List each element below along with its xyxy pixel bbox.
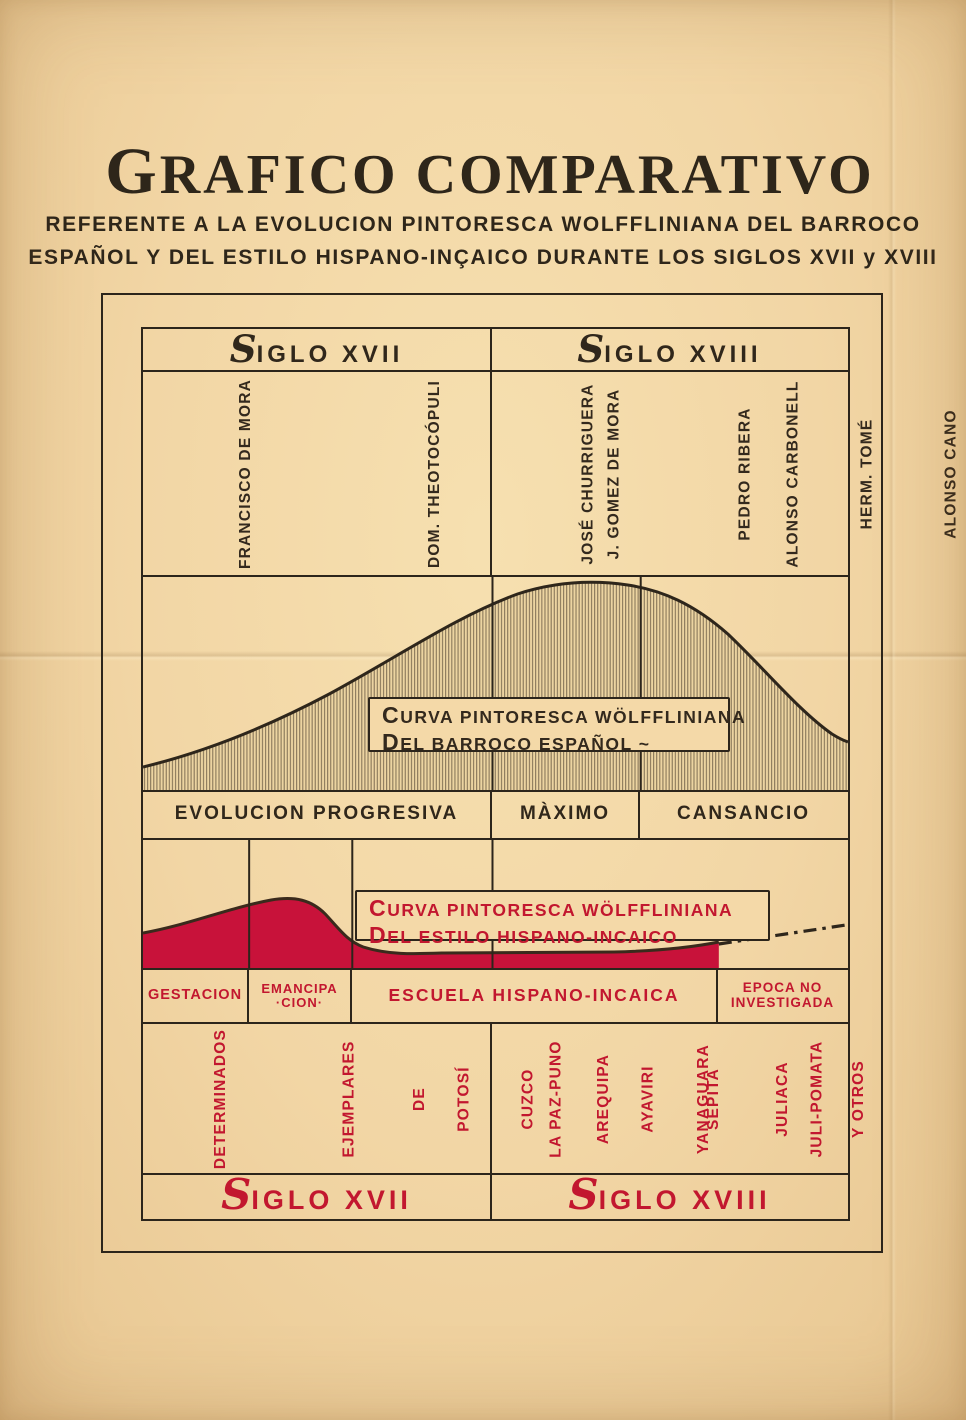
baroque-label-line-2: DEL BARROCO ESPAÑOL ~ — [382, 729, 651, 756]
phase-cell-maximo: MÀXIMO — [492, 792, 640, 838]
artist-column: JOSÉ CHURRIGUERA — [498, 372, 679, 575]
place-name: POTOSÍ — [455, 1065, 473, 1132]
place-column: POTOSÍ — [432, 1024, 497, 1173]
phase-label-escuela: ESCUELA HISPANO-INCAICA — [388, 985, 680, 1006]
place-name: Y OTROS — [850, 1059, 868, 1138]
place-name: AYAVIRI — [640, 1064, 658, 1133]
place-column: DETERMINADOS — [151, 1024, 291, 1173]
places-xviii-cell: LA PAZ-PUNO AYAVIRI SEPITA JULIACA Y OTR… — [492, 1024, 868, 1173]
page-title: GRAFICO COMPARATIVO — [105, 135, 875, 208]
incaico-curve-label-box: CURVA PINTORESCA WÖLFFLINIANA DEL ESTILO… — [355, 890, 770, 947]
artist-column: PEDRO RIBERA — [679, 372, 812, 575]
incaico-label-line-2: DEL ESTILO HISPANO-INCAICO — [369, 922, 678, 949]
phase-label-epoca-line2: INVESTIGADA — [730, 995, 835, 1010]
place-column: LA PAZ-PUNO — [498, 1024, 615, 1173]
place-name: SEPITA — [704, 1067, 722, 1130]
artist-name: JOSÉ CHURRIGUERA — [579, 382, 597, 565]
architects-xviii-cell: JOSÉ CHURRIGUERA PEDRO RIBERA HERM. TOMÉ… — [492, 372, 876, 575]
place-name: LA PAZ-PUNO — [547, 1039, 565, 1158]
artist-name: DOM. THEOTOCÓPULI — [426, 379, 444, 568]
artist-name: HERM. TOMÉ — [858, 418, 876, 529]
subtitle-line-2: ESPAÑOL Y DEL ESTILO HISPANO-INÇAICO DUR… — [28, 246, 938, 269]
phase-label-gestacion: GESTACION — [147, 987, 243, 1004]
header-cell-siglo-xviii: SIGLO XVIII — [492, 327, 847, 371]
chart-table: SIGLO XVII SIGLO XVIII FRANCISCO DE MORA… — [141, 327, 960, 1221]
century-footer-row: SIGLO XVII SIGLO XVIII — [143, 1170, 848, 1219]
incaico-curve-panel: CURVA PINTORESCA WÖLFFLINIANA DEL ESTILO… — [143, 840, 848, 970]
places-row: DETERMINADOS EJEMPLARES DE POTOSÍ CUZCO … — [143, 1024, 868, 1175]
siglo-xvii-footer-label: SIGLO XVII — [221, 1170, 412, 1219]
footer-cell-siglo-xvii: SIGLO XVII — [143, 1170, 492, 1219]
header-cell-siglo-xvii: SIGLO XVII — [143, 327, 492, 371]
incaico-curve-fill — [143, 898, 719, 968]
place-name: EJEMPLARES — [340, 1039, 358, 1158]
place-column: AYAVIRI — [615, 1024, 682, 1173]
unlabeled-area — [898, 1024, 966, 1173]
place-column: JULIACA — [745, 1024, 821, 1173]
baroque-curve-area — [143, 577, 848, 790]
place-column: EJEMPLARES — [291, 1024, 408, 1173]
baroque-label-line-1: CURVA PINTORESCA WÖLFFLINIANA — [382, 702, 747, 728]
architects-row: FRANCISCO DE MORA DOM. THEOTOCÓPULI J. G… — [143, 372, 960, 577]
place-name: DE — [411, 1086, 429, 1111]
phase-label-evolucion: EVOLUCION PROGRESIVA — [174, 803, 459, 824]
phase-label-epoca-line1: EPOCA NO — [742, 980, 823, 996]
incaico-label-line-1: CURVA PINTORESCA WÖLFFLINIANA — [369, 895, 734, 921]
artist-column: FRANCISCO DE MORA — [151, 372, 341, 575]
siglo-xvii-header-label: SIGLO XVII — [229, 327, 404, 371]
chart-outer-frame: SIGLO XVII SIGLO XVIII FRANCISCO DE MORA… — [101, 293, 960, 1253]
baroque-curve-fill — [143, 582, 848, 790]
place-name: DETERMINADOS — [212, 1028, 230, 1169]
baroque-curve-panel: CURVA PINTORESCA WÖLFFLINIANA DEL BARROC… — [143, 577, 848, 792]
century-header-row: SIGLO XVII SIGLO XVIII — [143, 327, 848, 372]
artist-name: FRANCISCO DE MORA — [237, 378, 255, 569]
siglo-xviii-header-label: SIGLO XVIII — [577, 327, 762, 371]
artist-column: HERM. TOMÉ — [812, 372, 923, 575]
baroque-curve-label-box: CURVA PINTORESCA WÖLFFLINIANA DEL BARROC… — [368, 697, 747, 754]
baroque-curve-outline — [143, 580, 848, 769]
phase-cell-cansancio: CANSANCIO — [640, 792, 847, 838]
incaico-curve-outline — [143, 897, 720, 956]
artist-column: MIGUEL FIGUEROA — [923, 372, 966, 575]
phase-cell-emancipacion: EMANCIPA ·CION· — [249, 970, 352, 1022]
footer-cell-siglo-xviii: SIGLO XVIII — [492, 1170, 847, 1219]
phase-label-emancipacion-line1: EMANCIPA — [261, 980, 338, 996]
places-xvii-cell: DETERMINADOS EJEMPLARES DE POTOSÍ CUZCO … — [143, 1024, 826, 1173]
siglo-xviii-footer-label: SIGLO XVIII — [568, 1170, 771, 1219]
incaico-phases-row: GESTACION EMANCIPA ·CION· ESCUELA HISPAN… — [143, 970, 848, 1024]
phase-cell-evolucion: EVOLUCION PROGRESIVA — [143, 792, 492, 838]
phase-label-cansancio: CANSANCIO — [676, 803, 811, 824]
place-name: JULIACA — [773, 1060, 791, 1137]
architects-xvii-cell: FRANCISCO DE MORA DOM. THEOTOCÓPULI J. G… — [143, 372, 960, 575]
artist-name: PEDRO RIBERA — [736, 406, 754, 541]
phase-label-emancipacion-line2: ·CION· — [275, 995, 324, 1010]
place-column: DE — [408, 1024, 432, 1173]
baroque-phases-row: EVOLUCION PROGRESIVA MÀXIMO CANSANCIO — [143, 792, 848, 840]
place-column: Y OTROS — [820, 1024, 898, 1173]
phase-cell-epoca-no-investigada: EPOCA NO INVESTIGADA — [718, 970, 847, 1022]
phase-cell-gestacion: GESTACION — [143, 970, 249, 1022]
phase-cell-escuela: ESCUELA HISPANO-INCAICA — [352, 970, 718, 1022]
place-column: SEPITA — [683, 1024, 745, 1173]
subtitle-line-1: REFERENTE A LA EVOLUCION PINTORESCA WOLF… — [45, 213, 921, 236]
phase-label-maximo: MÀXIMO — [519, 803, 611, 824]
